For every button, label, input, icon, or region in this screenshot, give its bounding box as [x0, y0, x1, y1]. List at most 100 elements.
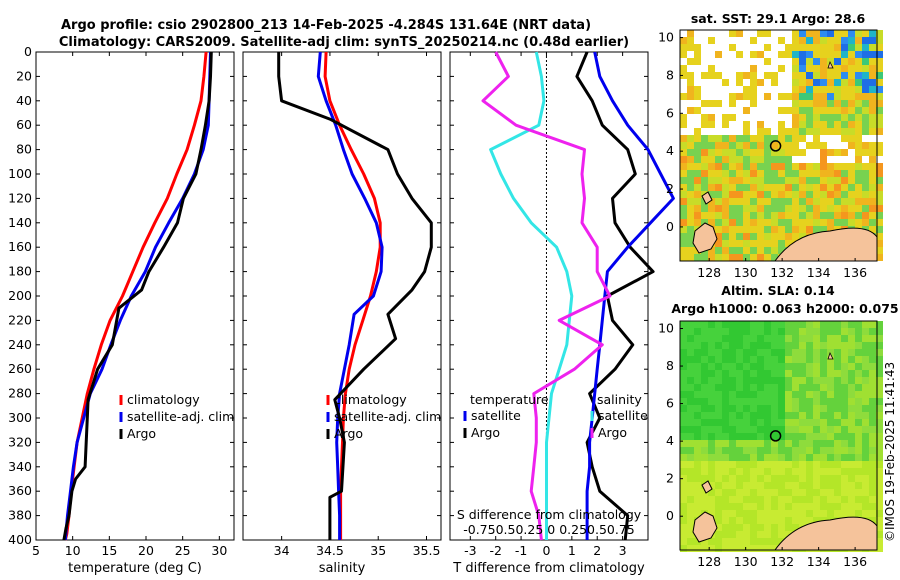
map-cell	[680, 377, 687, 384]
map-cell	[708, 321, 715, 328]
map-cell	[736, 440, 743, 447]
map-cell	[799, 212, 806, 219]
map-cell	[834, 44, 841, 51]
map-cell	[771, 482, 778, 489]
map-cell	[841, 447, 848, 454]
map-cell	[750, 107, 757, 114]
map-cell	[694, 107, 701, 114]
map-cell	[799, 342, 806, 349]
map-cell	[694, 433, 701, 440]
map-cell	[680, 461, 687, 468]
map-cell	[799, 107, 806, 114]
map-cell	[743, 72, 750, 79]
map-cell	[750, 247, 757, 254]
map-cell	[722, 219, 729, 226]
map-cell	[806, 205, 813, 212]
map-cell	[743, 384, 750, 391]
map-cell	[701, 58, 708, 65]
map-cell	[757, 86, 764, 93]
map-cell	[687, 72, 694, 79]
y-tick-label: 180	[8, 264, 32, 279]
map-cell	[722, 37, 729, 44]
map-cell	[869, 205, 876, 212]
map-cell	[750, 226, 757, 233]
map-cell	[813, 107, 820, 114]
map-cell	[736, 461, 743, 468]
map-cell	[687, 149, 694, 156]
map-cell	[729, 335, 736, 342]
map-cell	[736, 517, 743, 524]
salinity-panel: 34 34.5 35 35.5salinityclimatologysatellite…	[242, 51, 442, 576]
map-cell	[694, 184, 701, 191]
map-cell	[862, 419, 869, 426]
map-cell	[813, 114, 820, 121]
map-cell	[785, 51, 792, 58]
map-cell	[771, 198, 778, 205]
map-cell	[827, 128, 834, 135]
map-cell	[708, 489, 715, 496]
map-cell	[806, 349, 813, 356]
map-cell	[792, 377, 799, 384]
map-cell	[729, 170, 736, 177]
map-cell	[764, 149, 771, 156]
map-cell	[799, 191, 806, 198]
map-cell	[869, 79, 876, 86]
map-cell	[778, 419, 785, 426]
map-cell	[799, 219, 806, 226]
map-cell	[757, 475, 764, 482]
map-cell	[876, 349, 883, 356]
map-cell	[729, 363, 736, 370]
map-cell	[834, 461, 841, 468]
map-cell	[715, 391, 722, 398]
map-cell	[778, 482, 785, 489]
map-cell	[841, 30, 848, 37]
map-cell	[722, 538, 729, 545]
map-cell	[771, 107, 778, 114]
map-cell	[778, 72, 785, 79]
map-cell	[813, 489, 820, 496]
map-cell	[834, 419, 841, 426]
map-cell	[848, 177, 855, 184]
map-cell	[694, 177, 701, 184]
map-cell	[862, 163, 869, 170]
map-cell	[848, 191, 855, 198]
map-cell	[764, 233, 771, 240]
map-cell	[687, 93, 694, 100]
map-cell	[680, 370, 687, 377]
temperature-panel: 0204060801001201401601802002202402602803…	[8, 44, 235, 576]
map-cell	[848, 86, 855, 93]
map-cell	[680, 205, 687, 212]
map-cell	[764, 135, 771, 142]
map-cell	[708, 482, 715, 489]
map-cell	[848, 468, 855, 475]
map-cell	[687, 233, 694, 240]
map-cell	[694, 496, 701, 503]
map-cell	[687, 328, 694, 335]
map-cell	[743, 37, 750, 44]
map-cell	[799, 128, 806, 135]
map-cell	[806, 482, 813, 489]
map-cell	[715, 149, 722, 156]
map-cell	[729, 370, 736, 377]
map-cell	[701, 44, 708, 51]
map-cell	[813, 398, 820, 405]
map-cell	[764, 349, 771, 356]
map-cell	[792, 419, 799, 426]
map-cell	[764, 475, 771, 482]
map-cell	[813, 454, 820, 461]
map-cell	[785, 496, 792, 503]
map-cell	[855, 433, 862, 440]
map-cell	[729, 142, 736, 149]
map-cell	[764, 538, 771, 545]
map-cell	[813, 135, 820, 142]
map-cell	[841, 100, 848, 107]
map-cell	[729, 135, 736, 142]
map-cell	[876, 517, 883, 524]
map-cell	[834, 184, 841, 191]
map-cell	[687, 398, 694, 405]
map-cell	[694, 440, 701, 447]
map-cell	[862, 370, 869, 377]
map-cell	[764, 163, 771, 170]
map-cell	[771, 233, 778, 240]
map-cell	[736, 370, 743, 377]
